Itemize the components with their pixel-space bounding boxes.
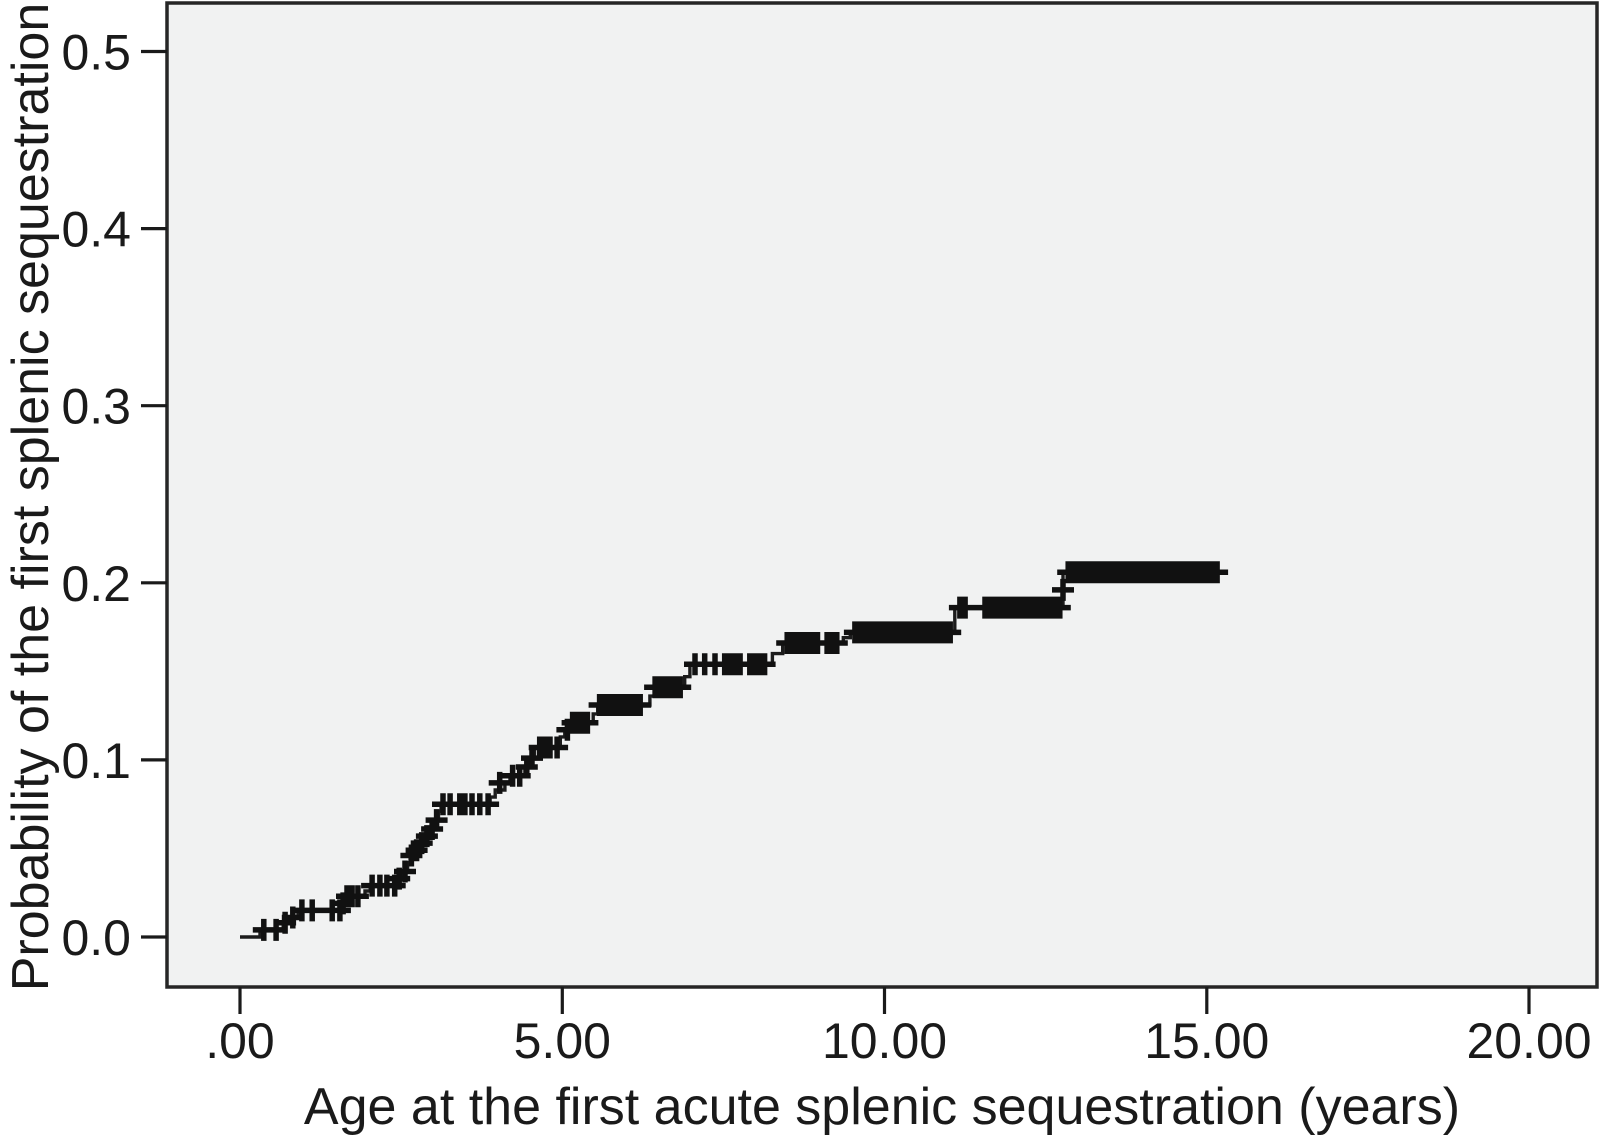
x-tick-label: 5.00 xyxy=(514,1013,611,1069)
y-tick-label: 0.2 xyxy=(61,556,131,612)
x-tick-label: 20.00 xyxy=(1466,1013,1591,1069)
plot-area xyxy=(165,1,1599,989)
x-tick-label: 15.00 xyxy=(1144,1013,1269,1069)
x-axis-title: Age at the first acute splenic sequestra… xyxy=(304,1078,1460,1136)
censor-marks xyxy=(252,561,1229,941)
y-tick-label: 0.5 xyxy=(61,25,131,81)
y-tick-label: 0.0 xyxy=(61,910,131,966)
y-tick-label: 0.4 xyxy=(61,202,131,258)
x-tick-label: 10.00 xyxy=(822,1013,947,1069)
x-tick-label: .00 xyxy=(205,1013,275,1069)
y-tick-label: 0.1 xyxy=(61,733,131,789)
y-axis-title: Probability of the first splenic sequest… xyxy=(2,3,60,992)
x-axis-ticks: .00 5.00 10.00 15.00 20.00 xyxy=(205,987,1592,1069)
y-axis-ticks: 0.0 0.1 0.2 0.3 0.4 0.5 xyxy=(61,25,167,966)
kaplan-meier-step-curve xyxy=(240,570,1223,939)
y-tick-label: 0.3 xyxy=(61,379,131,435)
